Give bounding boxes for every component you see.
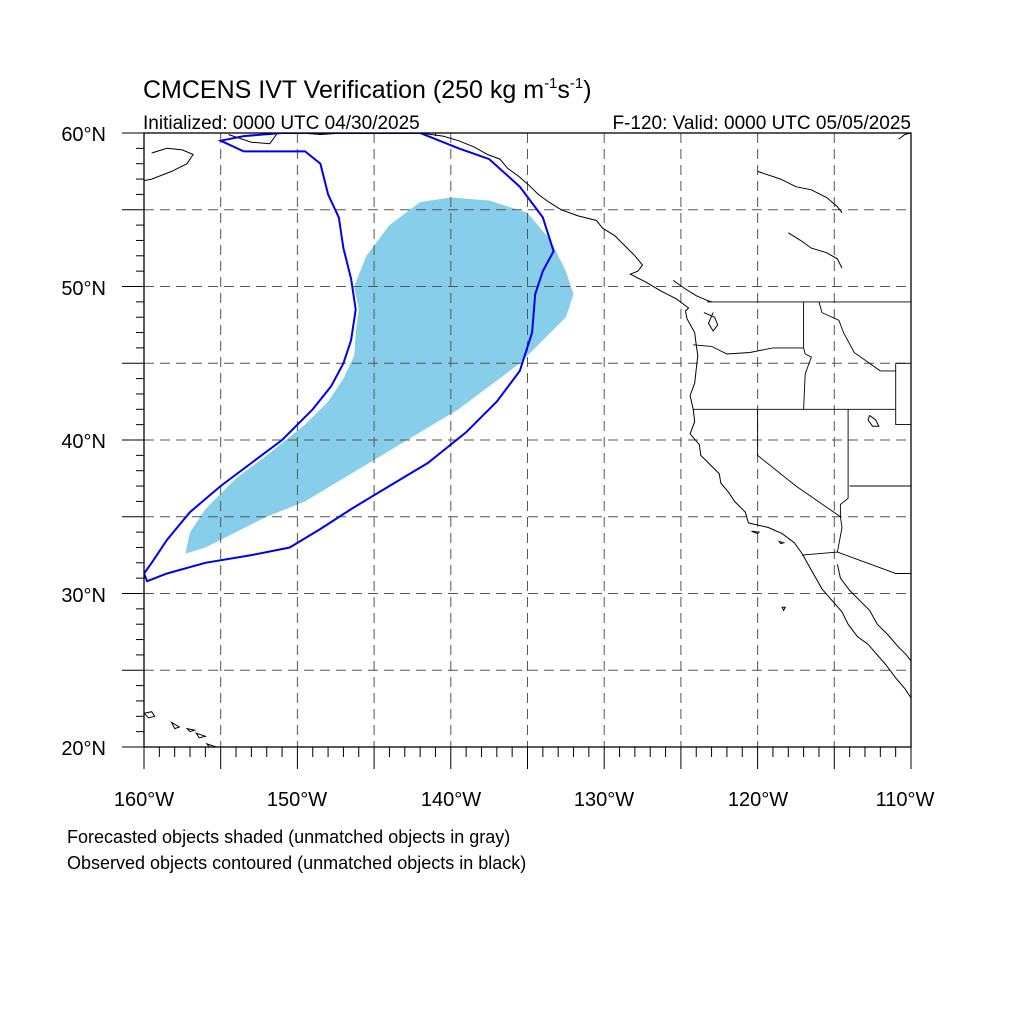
border-segment	[895, 363, 911, 426]
forecast-note: Forecasted objects shaded (unmatched obj…	[67, 827, 510, 847]
border-segment	[757, 409, 841, 518]
observed-object-contour	[144, 133, 555, 583]
border-segment	[803, 301, 812, 410]
island-outline	[194, 732, 208, 739]
island-outline	[781, 606, 786, 612]
lat-label-30n: 30°N	[61, 585, 106, 607]
lon-label-150w: 150°W	[267, 789, 327, 811]
plot-area	[144, 133, 911, 747]
lon-label-140w: 140°W	[421, 789, 481, 811]
island-outline	[751, 530, 761, 535]
lat-label-20n: 20°N	[61, 738, 106, 760]
coastline-segment	[672, 279, 712, 303]
coastlines	[144, 133, 911, 747]
coastline-segment	[703, 312, 719, 332]
valid-label: F-120: Valid: 0000 UTC 05/05/2025	[612, 113, 911, 134]
border-segment	[693, 344, 804, 355]
coastline-segment	[836, 564, 911, 662]
island-outline	[170, 721, 181, 730]
coastline-segment	[788, 232, 843, 269]
observed-note: Observed objects contoured (unmatched ob…	[67, 853, 526, 873]
axis-ticks	[122, 132, 912, 769]
border-segment	[836, 409, 849, 553]
political-borders	[435, 133, 911, 574]
coastline-segment	[228, 133, 278, 145]
coastline-segment	[144, 147, 194, 182]
island-outline	[185, 727, 197, 733]
island-outline	[777, 540, 786, 545]
latitude-labels: 60°N 50°N 40°N 30°N 20°N	[61, 124, 106, 760]
lat-label-50n: 50°N	[61, 278, 106, 300]
initialized-label: Initialized: 0000 UTC 04/30/2025	[143, 113, 420, 134]
lon-label-110w: 110°W	[876, 789, 935, 811]
map-title: CMCENS IVT Verification (250 kg m-1s-1)	[143, 75, 592, 104]
forecast-object-shaded	[185, 197, 574, 554]
island-outline	[205, 742, 218, 747]
border-segment	[818, 301, 896, 372]
lat-label-60n: 60°N	[61, 124, 106, 146]
coastline-segment	[358, 133, 911, 699]
lon-label-160w: 160°W	[114, 789, 174, 811]
border-segment	[802, 551, 911, 574]
lon-label-130w: 130°W	[574, 789, 634, 811]
lon-label-120w: 120°W	[728, 789, 788, 811]
coastline-segment	[757, 170, 843, 214]
coastline-segment	[867, 415, 880, 427]
island-outline	[144, 711, 156, 719]
lat-label-40n: 40°N	[61, 431, 106, 453]
longitude-labels: 160°W 150°W 140°W 130°W 120°W 110°W	[114, 789, 935, 811]
